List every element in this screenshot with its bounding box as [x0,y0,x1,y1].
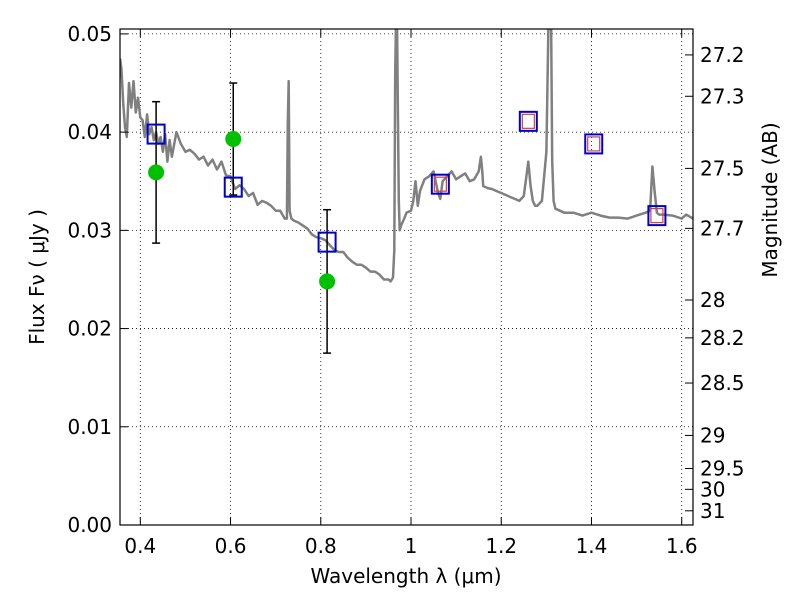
observed-point [148,164,165,181]
model-photometry-inner [433,176,447,192]
markers-layer [146,82,667,354]
mag-tick-label: 27.5 [700,156,745,180]
mag-tick-label: 29 [700,423,725,447]
sed-model-line [120,29,693,283]
model-photometry-box [584,133,604,155]
y-axis-title: Flux Fν ( μJy ) [25,209,49,345]
observed-point [225,131,242,148]
plot-frame [119,28,694,526]
model-photometry-inner [650,208,664,224]
y-tick-label: 0.03 [67,218,112,242]
mag-tick-label: 28.2 [700,326,745,350]
mag-tick-label: 28 [700,288,725,312]
model-photometry-box [518,110,538,132]
y-tick-label: 0.05 [67,22,112,46]
mag-tick-label: 28.5 [700,371,745,395]
model-photometry-box [430,173,450,195]
x-tick-label: 1.4 [576,534,608,558]
mag-tick-label: 30 [700,477,725,501]
model-photometry-inner [521,113,535,129]
x-tick-label: 1.6 [666,534,698,558]
x-tick-label: 0.6 [215,534,247,558]
mag-tick-label: 27.7 [700,216,745,240]
mag-tick-label: 27.3 [700,84,745,108]
plot-background [120,29,693,525]
y2-axis-title: Magnitude (AB) [758,122,782,277]
x-tick-label: 1 [405,534,418,558]
x-tick-label: 0.4 [124,534,156,558]
x-tick-label: 1.2 [485,534,517,558]
x-tick-label: 0.8 [305,534,337,558]
y-tick-label: 0.01 [67,415,112,439]
y-tick-label: 0.00 [67,513,112,537]
ticks-layer: 0.4 0.6 0.8 1 1.2 1.4 1.6 0.00 0.01 0.02 0.03 0.04 0… [67,22,744,558]
y-tick-label: 0.04 [67,120,112,144]
model-photometry-box [223,176,243,198]
series-layer [120,29,693,283]
mag-tick-label: 27.2 [700,43,745,67]
x-axis-title: Wavelength λ (μm) [310,564,501,588]
mag-tick-label: 31 [700,499,725,523]
mag-tick-label: 29.5 [700,456,745,480]
model-photometry-box [146,123,166,145]
model-photometry-box [317,231,337,253]
y-tick-label: 0.02 [67,317,112,341]
model-photometry-box [647,205,667,227]
observed-point [319,273,336,290]
model-photometry-inner [587,136,601,152]
